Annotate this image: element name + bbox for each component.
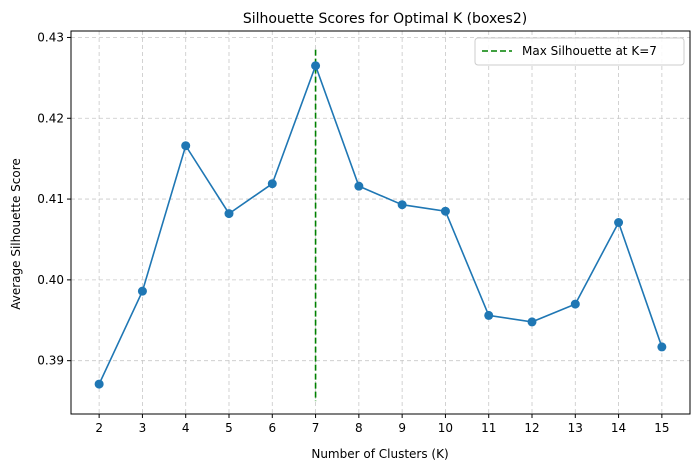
data-point (137, 286, 147, 296)
x-tick-label: 7 (312, 421, 320, 435)
plot-frame (70, 30, 691, 415)
x-tick-label: 6 (268, 421, 276, 435)
legend-box (474, 37, 685, 66)
data-point (224, 209, 234, 219)
x-tick-label: 13 (568, 421, 583, 435)
x-axis-label: Number of Clusters (K) (311, 447, 448, 461)
y-tick-label: 0.40 (37, 273, 64, 287)
series-layer (94, 61, 667, 389)
x-tick-label: 8 (355, 421, 363, 435)
data-point (354, 181, 364, 191)
x-tick-label: 4 (182, 421, 190, 435)
y-tick-label: 0.41 (37, 192, 64, 206)
legend: Max Silhouette at K=7 (474, 37, 685, 66)
x-tick-label: 14 (611, 421, 626, 435)
data-point (614, 218, 624, 227)
y-tick-label: 0.42 (37, 111, 64, 125)
x-tick-label: 3 (139, 421, 147, 435)
data-point (94, 379, 104, 389)
data-point (440, 206, 450, 216)
data-point (570, 299, 580, 309)
grid (71, 31, 690, 414)
data-point (181, 141, 191, 151)
x-tick-label: 9 (398, 421, 406, 435)
x-tick-label: 2 (95, 421, 103, 435)
y-tick-label: 0.43 (37, 30, 64, 44)
x-tick-label: 15 (654, 421, 669, 435)
x-tick-label: 12 (524, 421, 539, 435)
chart-title: Silhouette Scores for Optimal K (boxes2) (243, 11, 527, 27)
x-tick-label: 5 (225, 421, 233, 435)
data-point (484, 310, 494, 320)
y-axis-label: Average Silhouette Score (9, 158, 23, 310)
data-point (267, 179, 277, 189)
data-point (397, 200, 407, 210)
y-tick-label: 0.39 (37, 354, 64, 368)
data-point (657, 342, 667, 352)
x-tick-label: 11 (481, 421, 496, 435)
legend-label: Max Silhouette at K=7 (522, 44, 657, 58)
x-axis-ticks: 2 3 4 5 6 7 8 9 10 11 12 13 14 15 (95, 414, 670, 435)
x-tick-label: 10 (438, 421, 453, 435)
series-line (98, 63, 663, 385)
data-point (527, 317, 537, 327)
y-axis-ticks: 0.39 0.40 0.41 0.42 0.43 (37, 30, 71, 368)
data-point (311, 61, 321, 71)
